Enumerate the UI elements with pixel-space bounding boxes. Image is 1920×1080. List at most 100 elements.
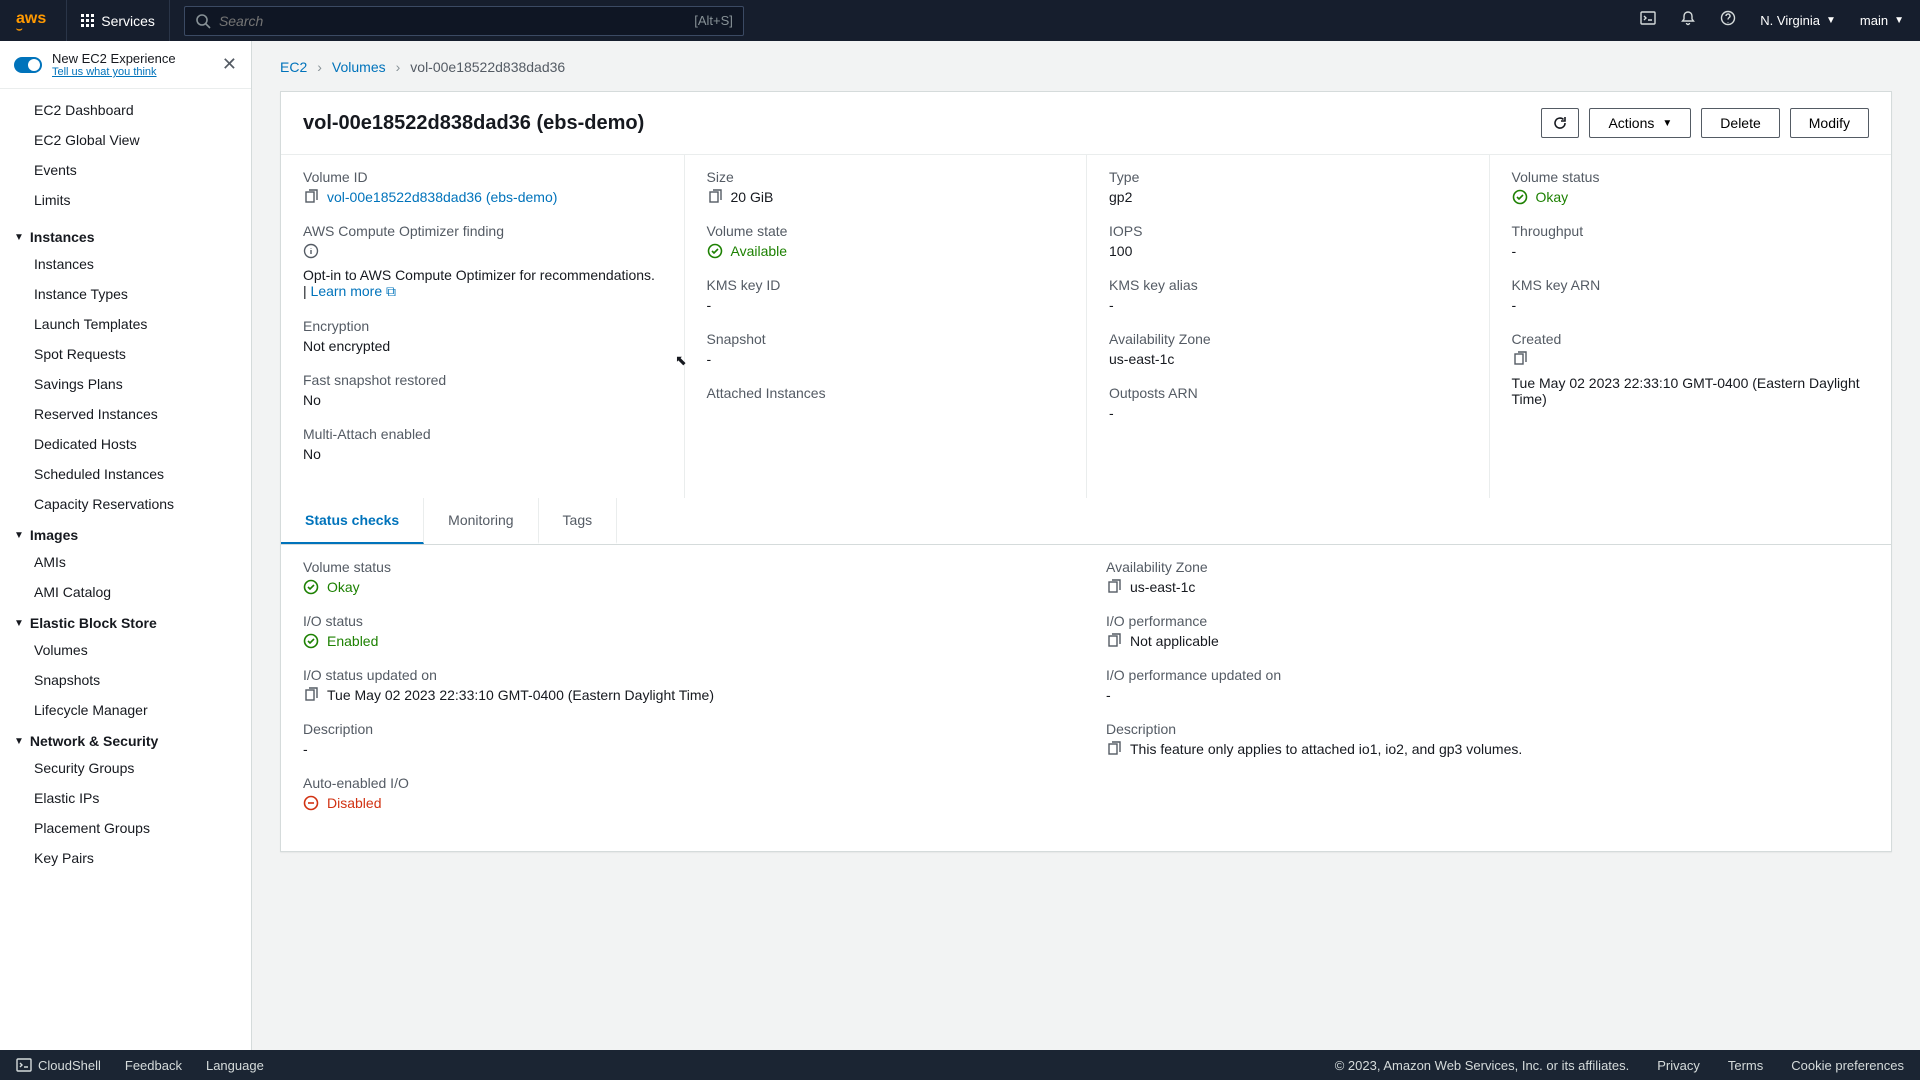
copy-icon[interactable]: [303, 189, 319, 205]
refresh-icon: [1552, 115, 1568, 131]
sidebar-item[interactable]: Launch Templates: [0, 309, 251, 339]
value-volume-state: Available: [731, 243, 788, 259]
footer-copyright: © 2023, Amazon Web Services, Inc. or its…: [1335, 1058, 1630, 1073]
minus-circle-icon: [303, 795, 319, 811]
sidebar-group-header[interactable]: ▼Elastic Block Store: [0, 607, 251, 635]
value-ioperfupdated: -: [1106, 687, 1869, 703]
sidebar-item[interactable]: Snapshots: [0, 665, 251, 695]
label-desc-l: Description: [303, 721, 1066, 737]
tab-tags[interactable]: Tags: [539, 498, 618, 544]
sidebar-group-header[interactable]: ▼Images: [0, 519, 251, 547]
sidebar-item[interactable]: AMIs: [0, 547, 251, 577]
sidebar-item[interactable]: Capacity Reservations: [0, 489, 251, 519]
copy-icon[interactable]: [1512, 351, 1528, 367]
label-encryption: Encryption: [303, 318, 662, 334]
value-volume-id[interactable]: vol-00e18522d838dad36 (ebs-demo): [327, 189, 557, 205]
detail-grid: Volume ID vol-00e18522d838dad36 (ebs-dem…: [281, 155, 1891, 498]
sidebar-group-header[interactable]: ▼Instances: [0, 221, 251, 249]
label-ioperf: I/O performance: [1106, 613, 1869, 629]
search-icon: [195, 13, 211, 29]
delete-button[interactable]: Delete: [1701, 108, 1779, 138]
copy-icon[interactable]: [1106, 579, 1122, 595]
label-throughput: Throughput: [1512, 223, 1870, 239]
global-search[interactable]: [Alt+S]: [184, 6, 744, 36]
copy-icon[interactable]: [303, 687, 319, 703]
experience-sub-link[interactable]: Tell us what you think: [52, 66, 176, 78]
help-icon[interactable]: [1720, 10, 1736, 31]
footer-language[interactable]: Language: [206, 1058, 264, 1073]
aws-logo[interactable]: aws⌣: [16, 10, 46, 32]
breadcrumb-volumes[interactable]: Volumes: [332, 59, 386, 75]
notifications-icon[interactable]: [1680, 10, 1696, 31]
region-selector[interactable]: N. Virginia▼: [1760, 13, 1836, 28]
sidebar-item[interactable]: Scheduled Instances: [0, 459, 251, 489]
copy-icon[interactable]: [707, 189, 723, 205]
sidebar-item[interactable]: Savings Plans: [0, 369, 251, 399]
value-type: gp2: [1109, 189, 1467, 205]
modify-button[interactable]: Modify: [1790, 108, 1869, 138]
footer-terms[interactable]: Terms: [1728, 1058, 1763, 1073]
footer-cookies[interactable]: Cookie preferences: [1791, 1058, 1904, 1073]
experience-switch[interactable]: [14, 57, 42, 73]
label-size: Size: [707, 169, 1065, 185]
page-title: vol-00e18522d838dad36 (ebs-demo): [303, 112, 644, 135]
caret-down-icon: ▼: [1662, 118, 1672, 129]
triangle-down-icon: ▼: [14, 530, 24, 541]
breadcrumb: EC2 › Volumes › vol-00e18522d838dad36: [280, 59, 1892, 75]
actions-button[interactable]: Actions ▼: [1589, 108, 1691, 138]
footer-privacy[interactable]: Privacy: [1657, 1058, 1700, 1073]
actions-label: Actions: [1608, 115, 1654, 131]
refresh-button[interactable]: [1541, 108, 1579, 138]
header-actions: Actions ▼ Delete Modify: [1541, 108, 1869, 138]
label-kms-arn: KMS key ARN: [1512, 277, 1870, 293]
services-button[interactable]: Services: [66, 0, 170, 41]
value-desc-r: This feature only applies to attached io…: [1130, 741, 1522, 757]
sidebar-item[interactable]: EC2 Global View: [0, 125, 251, 155]
label-ioperfupdated: I/O performance updated on: [1106, 667, 1869, 683]
sidebar: New EC2 Experience Tell us what you thin…: [0, 41, 252, 1050]
sidebar-item[interactable]: Dedicated Hosts: [0, 429, 251, 459]
copy-icon[interactable]: [1106, 741, 1122, 757]
sidebar-item[interactable]: Placement Groups: [0, 813, 251, 843]
sidebar-item[interactable]: Limits: [0, 185, 251, 215]
label-kms-id: KMS key ID: [707, 277, 1065, 293]
check-circle-icon: [303, 633, 319, 649]
cloudshell-button[interactable]: CloudShell: [16, 1057, 101, 1073]
tab-status-checks[interactable]: Status checks: [281, 498, 424, 544]
services-grid-icon: [81, 14, 95, 28]
sidebar-item[interactable]: Elastic IPs: [0, 783, 251, 813]
triangle-down-icon: ▼: [14, 618, 24, 629]
caret-down-icon: ▼: [1826, 15, 1836, 26]
value-autoio: Disabled: [327, 795, 381, 811]
footer-feedback[interactable]: Feedback: [125, 1058, 182, 1073]
search-input[interactable]: [219, 13, 694, 29]
sidebar-item[interactable]: Volumes: [0, 635, 251, 665]
tab-monitoring[interactable]: Monitoring: [424, 498, 538, 544]
sidebar-item[interactable]: Events: [0, 155, 251, 185]
label-az: Availability Zone: [1109, 331, 1467, 347]
sidebar-experience-toggle: New EC2 Experience Tell us what you thin…: [0, 41, 251, 89]
label-ioupdated: I/O status updated on: [303, 667, 1066, 683]
value-volume-status: Okay: [1536, 189, 1569, 205]
sidebar-item[interactable]: Instances: [0, 249, 251, 279]
cloudshell-nav-icon[interactable]: [1640, 10, 1656, 31]
sidebar-item[interactable]: Spot Requests: [0, 339, 251, 369]
sidebar-item[interactable]: Reserved Instances: [0, 399, 251, 429]
sidebar-item[interactable]: Key Pairs: [0, 843, 251, 873]
value-fsr: No: [303, 392, 662, 408]
copy-icon[interactable]: [1106, 633, 1122, 649]
learn-more-link[interactable]: Learn more ⧉: [311, 283, 396, 299]
top-nav: aws⌣ Services [Alt+S] N. Virginia▼ main▼: [0, 0, 1920, 41]
account-selector[interactable]: main▼: [1860, 13, 1904, 28]
check-circle-icon: [303, 579, 319, 595]
sidebar-item[interactable]: Security Groups: [0, 753, 251, 783]
sidebar-group-header[interactable]: ▼Network & Security: [0, 725, 251, 753]
sidebar-item[interactable]: Lifecycle Manager: [0, 695, 251, 725]
sidebar-item[interactable]: EC2 Dashboard: [0, 95, 251, 125]
sidebar-item[interactable]: Instance Types: [0, 279, 251, 309]
breadcrumb-ec2[interactable]: EC2: [280, 59, 307, 75]
label-multi-attach: Multi-Attach enabled: [303, 426, 662, 442]
close-icon[interactable]: ✕: [222, 54, 237, 75]
value-kms-id: -: [707, 297, 1065, 313]
sidebar-item[interactable]: AMI Catalog: [0, 577, 251, 607]
